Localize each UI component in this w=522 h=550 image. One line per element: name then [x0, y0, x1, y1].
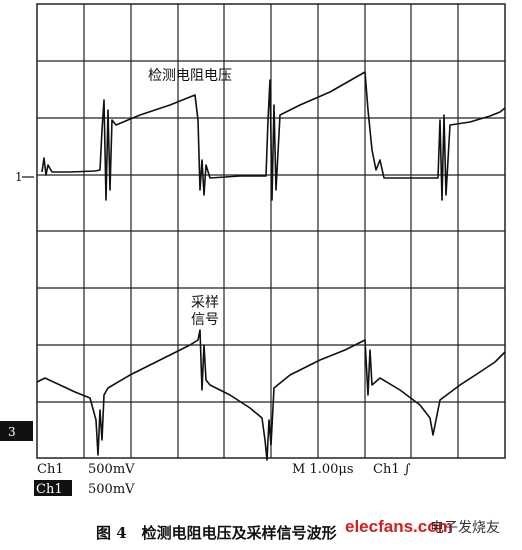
watermark-site: elecfans.com: [345, 517, 453, 536]
lower-annotation: 采样: [191, 295, 219, 311]
watermark-brand: 电子发烧友: [430, 520, 500, 536]
upper-annotation: 检测电阻电压: [148, 68, 232, 84]
trigger: Ch1 ∫: [373, 462, 411, 477]
caption: 图 4 检测电阻电压及采样信号波形: [96, 524, 337, 542]
ch3-scale: 500mV: [88, 482, 135, 497]
ch3-label-box: [34, 480, 72, 496]
channel-3-marker: 3: [8, 425, 16, 439]
upper-waveform: [41, 71, 506, 201]
channel-1-marker: 1: [15, 170, 23, 184]
ch3-label: Ch1: [36, 482, 63, 497]
timebase: M 1.00μs: [292, 462, 354, 477]
ch1-label: Ch1: [37, 462, 64, 477]
channel-3-marker-box: [0, 421, 33, 441]
lower-annotation: 信号: [191, 312, 219, 328]
ch1-scale: 500mV: [88, 462, 135, 477]
lower-waveform: [36, 329, 506, 461]
